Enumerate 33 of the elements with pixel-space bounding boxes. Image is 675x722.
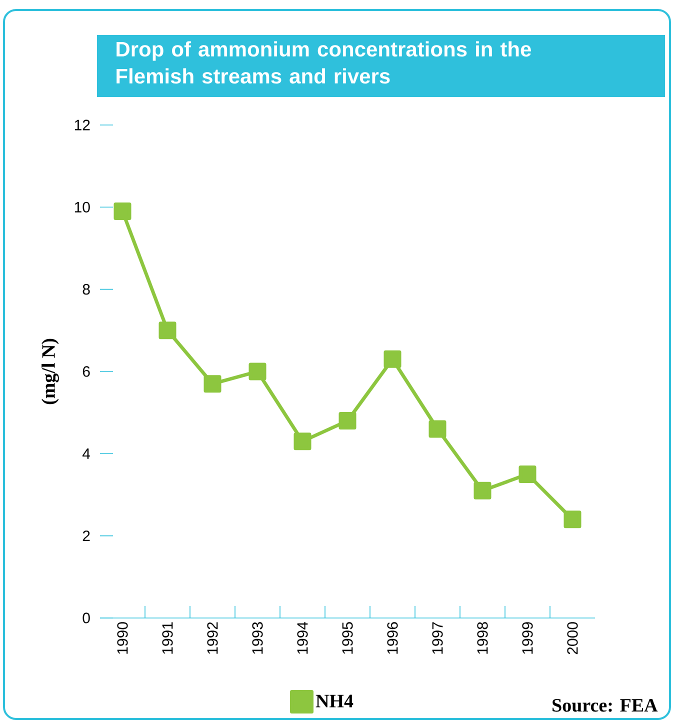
x-tick-label: 1993 [252,622,263,654]
y-tick-label: 0 [82,612,90,624]
y-tick-label: 2 [82,530,90,542]
point [248,362,266,380]
point [384,350,402,368]
x-tick-label: 1997 [432,622,443,654]
point [474,482,492,500]
x-tick-label: 2000 [567,622,578,654]
chart-title: Drop of ammonium concentrations in the Flemish streams and rivers [116,41,531,84]
source-note: Source: FEA [552,698,658,712]
x-tick-label: 1996 [387,622,398,654]
point [158,322,176,340]
x-tick-label: 1992 [207,622,218,654]
point [338,412,356,430]
point [518,465,536,483]
point [294,432,312,450]
y-tick-label: 6 [82,366,90,377]
point [204,375,222,393]
x-tick-label: 1998 [477,622,488,654]
point [564,510,582,528]
y-tick-label: 4 [82,448,90,459]
x-tick-label: 1999 [522,622,533,654]
x-tick-label: 1995 [342,622,353,654]
y-tick-label: 12 [74,120,90,130]
x-tick-label: 1990 [117,622,128,654]
x-tick-label: 1991 [162,622,173,654]
y-tick-label: 8 [82,284,90,295]
x-tick-label: 1994 [297,622,308,654]
legend-label: NH4 [316,694,354,708]
y-axis-title: (mg/l N) [42,338,59,404]
y-tick-label: 10 [74,202,90,212]
point [114,202,132,220]
point [428,420,446,438]
